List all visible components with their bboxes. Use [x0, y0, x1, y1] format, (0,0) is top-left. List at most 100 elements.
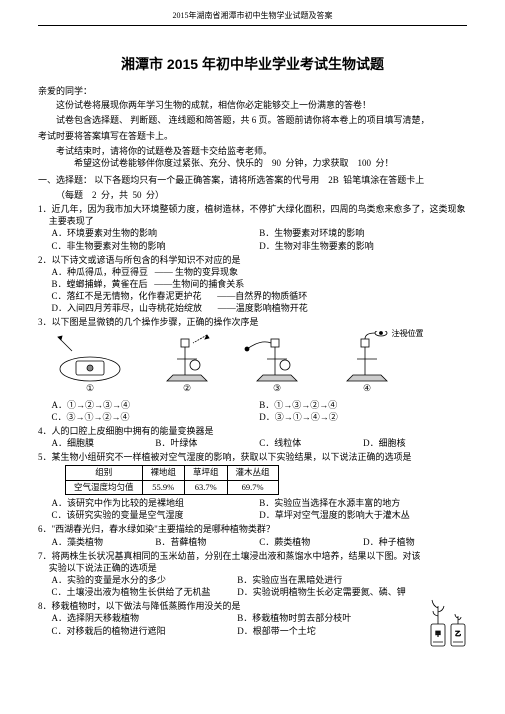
- q6-opt-b: B．苔藓植物: [155, 536, 259, 548]
- question-4: 4．人的口腔上皮细胞中拥有的能量变换器是 A．细胞膜 B．叶绿体 C．线粒体 D…: [38, 425, 467, 449]
- q5-opt-b: B．实验应当选择在水源丰富的地方: [259, 497, 467, 509]
- intro-5c: 分！: [376, 158, 394, 168]
- q4-text: 4．人的口腔上皮细胞中拥有的能量变换器是: [38, 425, 467, 437]
- q1-text: 1．近几年，因为我市加大环境整顿力度，植树造林，不停扩大绿化面积，四周的鸟类愈来…: [38, 203, 467, 227]
- q8-text: 8．移栽植物时，以下做法与降低蒸腾作用没关的是: [38, 600, 423, 612]
- q4-opt-a: A．细胞膜: [52, 437, 156, 449]
- q2-ab: 生物的变异现象: [175, 267, 238, 277]
- tv-2: 63.7%: [185, 480, 228, 494]
- q4-opt-d: D．细胞核: [363, 437, 467, 449]
- q5-opt-d: D．草坪对空气湿度的影响大于灌木丛: [259, 509, 467, 521]
- question-1: 1．近几年，因为我市加大环境整顿力度，植树造林，不停扩大绿化面积，四周的鸟类愈来…: [38, 203, 467, 252]
- circle-3: ③: [272, 383, 280, 393]
- q8-opt-d: D．根部带一个土坨: [237, 625, 423, 637]
- page-header: 2015年湖南省湘潭市初中生物学业试题及答案: [38, 0, 467, 25]
- q5-text: 5．某生物小组研究不一样植被对空气湿度的影响，获取以下实验结果，以下说法正确的选…: [38, 451, 467, 463]
- question-5: 5．某生物小组研究不一样植被对空气湿度的影响，获取以下实验结果，以下说法正确的选…: [38, 451, 467, 521]
- q2-d: D．入间四月芳菲尽，山寺桃花始绽放: [52, 303, 203, 313]
- intro-2d: 页。答题前请你将本卷上的项目填写清楚，: [259, 115, 430, 125]
- intro-1: 这份试卷将展现你两年学习生物的成就，相信你必定能够交上一份满意的答卷！: [38, 99, 467, 112]
- intro-2b: 判断题、: [130, 115, 166, 125]
- q3-opt-b: B．①→③→②→④: [259, 399, 467, 411]
- question-8: 8．移栽植物时，以下做法与降低蒸腾作用没关的是 A．选择阴天移栽植物 B．移栽植…: [38, 600, 467, 636]
- svg-text:乙: 乙: [455, 631, 461, 638]
- q2-bb: 生物间的捕食关系: [172, 279, 244, 289]
- plant-figure: 甲 乙: [429, 594, 467, 650]
- q8-opt-b: B．移栽植物时剪去部分枝叶: [237, 612, 423, 624]
- exam-title: 湘潭市 2015 年初中毕业学业考试生物试题: [38, 54, 467, 74]
- intro-2-pages: 6: [252, 115, 257, 125]
- th-1: 组别: [66, 466, 143, 480]
- sec1-d: （每题: [56, 190, 83, 200]
- intro-5a: 希望这份试卷能够伴你度过紧张、充分、快乐的: [74, 158, 263, 168]
- question-6: 6．"西湖春光归，春水绿如染"主要描绘的是哪种植物类群？ A．藻类植物 B．苔藓…: [38, 523, 467, 547]
- q3-opt-d: D．③→①→④→②: [259, 411, 467, 423]
- circle-1: ①: [85, 383, 93, 393]
- intro-3: 考试时要将答案填写在答题卡上。: [38, 130, 467, 143]
- q3-opt-c: C．③→①→②→④: [52, 411, 260, 423]
- q7-opt-a: A．实验的变量是水分的多少: [52, 574, 238, 586]
- q6-text: 6．"西湖春光归，春水绿如染"主要描绘的是哪种植物类群？: [38, 523, 467, 535]
- intro-5-score: 100: [358, 158, 372, 168]
- question-2: 2．以下诗文或谚语与所包含的科学知识不对应的是 A．种瓜得瓜，种豆得豆 —— 生…: [38, 254, 467, 315]
- q6-opt-a: A．藻类植物: [52, 536, 156, 548]
- q3-opt-a: A．①→②→③→④: [52, 399, 260, 411]
- sec1-tot: 50: [133, 190, 142, 200]
- header-rule: [38, 25, 467, 26]
- tv-3: 69.7%: [227, 480, 278, 494]
- circle-4: ④: [362, 383, 370, 393]
- microscope-figure: 注视位置 ① ②: [52, 331, 422, 397]
- q7-opt-c: C．土壤浸出液为植物生长供给了无机盐: [52, 586, 238, 598]
- section-1-sub: （每题 2 分，共 50 分）: [38, 189, 467, 202]
- q5-opt-a: A．该研究中作为比较的是裸地组: [52, 497, 260, 509]
- q1-opt-c: C．非生物要素对生物的影响: [52, 240, 260, 252]
- sec1-c: 铅笔填涂在答题卡上: [343, 175, 424, 185]
- q5-opt-c: C．该研究实验的变量是空气湿度: [52, 509, 260, 521]
- th-4: 灌木丛组: [227, 466, 278, 480]
- th-2: 裸地组: [142, 466, 185, 480]
- q2-c: C．落红不是无情物，化作春泥更护花: [52, 291, 202, 301]
- sec1-pts: 2: [92, 190, 97, 200]
- q8-opt-c: C．对移栽后的植物进行遮阳: [52, 625, 238, 637]
- q1-opt-a: A．环境要素对生物的影响: [52, 227, 260, 239]
- th-3: 草坪组: [185, 466, 228, 480]
- q2-aa: ——: [155, 267, 173, 277]
- q2-db: 温度影响植物开花: [236, 303, 308, 313]
- q4-opt-c: C．线粒体: [259, 437, 363, 449]
- tv-1: 55.9%: [142, 480, 185, 494]
- circle-2: ②: [182, 383, 190, 393]
- svg-text:甲: 甲: [435, 631, 441, 638]
- q2-cb: 自然界的物质循环: [235, 291, 307, 301]
- q2-a: A．种瓜得瓜，种豆得豆: [52, 267, 149, 277]
- q2-da: ——: [218, 303, 236, 313]
- q2-b: B．螳螂捕蝉，黄雀在后: [52, 279, 148, 289]
- q7-text: 7．将两株生长状况基真相同的玉米幼苗，分别在土壤浸出液和蒸馏水中培养，结果以下图…: [38, 550, 423, 574]
- section-1-header: 一、选择题： 以下各题均只有一个最正确答案，请将所选答案的代号用 2B 铅笔填涂…: [38, 174, 467, 187]
- q1-opt-b: B．生物要素对环境的影响: [259, 227, 467, 239]
- intro-5: 希望这份试卷能够伴你度过紧张、充分、快乐的 90 分钟，力求获取 100 分！: [38, 157, 467, 170]
- q2-ca: ——: [217, 291, 235, 301]
- q5-table: 组别 裸地组 草坪组 灌木丛组 空气湿度均匀值 55.9% 63.7% 69.7…: [65, 465, 467, 495]
- tr-1: 空气湿度均匀值: [66, 480, 143, 494]
- intro-2c: 连线题和简答题，共: [169, 115, 250, 125]
- question-3: 3．以下图是显微镜的几个操作步骤，正确的操作次序是 注视位置 ①: [38, 316, 467, 422]
- question-7: 7．将两株生长状况基真相同的玉米幼苗，分别在土壤浸出液和蒸馏水中培养，结果以下图…: [38, 550, 467, 599]
- sec1-a: 一、选择题：: [38, 175, 92, 185]
- sec1-b: 以下各题均只有一个最正确答案，请将所选答案的代号用: [94, 175, 319, 185]
- q2-ba: ——: [154, 279, 172, 289]
- sec1-f: 分）: [146, 190, 164, 200]
- q3-text: 3．以下图是显微镜的几个操作步骤，正确的操作次序是: [38, 316, 467, 328]
- intro-2: 试卷包含选择题、 判断题、 连线题和简答题，共 6 页。答题前请你将本卷上的项目…: [38, 114, 467, 127]
- q6-opt-d: D．种子植物: [363, 536, 467, 548]
- q4-opt-b: B．叶绿体: [155, 437, 259, 449]
- q7-opt-d: D．实验说明植物生长必定需要氮、磷、钾: [237, 586, 423, 598]
- sec1-pen: 2B: [328, 175, 339, 185]
- q1-opt-d: D．生物对非生物要素的影响: [259, 240, 467, 252]
- intro-4: 考试结束时，请将你的试题卷及答题卡交给监考老师。: [38, 145, 467, 158]
- intro-5b: 分钟，力求获取: [286, 158, 349, 168]
- q8-opt-a: A．选择阴天移栽植物: [52, 612, 238, 624]
- q2-text: 2．以下诗文或谚语与所包含的科学知识不对应的是: [38, 254, 467, 266]
- salutation: 亲爱的同学：: [38, 84, 467, 97]
- microscope-svg: ① ② ③: [52, 331, 422, 397]
- q7-opt-b: B．实验应当在黑暗处进行: [237, 574, 423, 586]
